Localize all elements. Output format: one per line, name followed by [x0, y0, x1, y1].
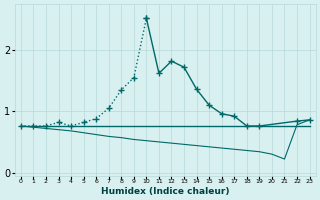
X-axis label: Humidex (Indice chaleur): Humidex (Indice chaleur) [101, 187, 229, 196]
